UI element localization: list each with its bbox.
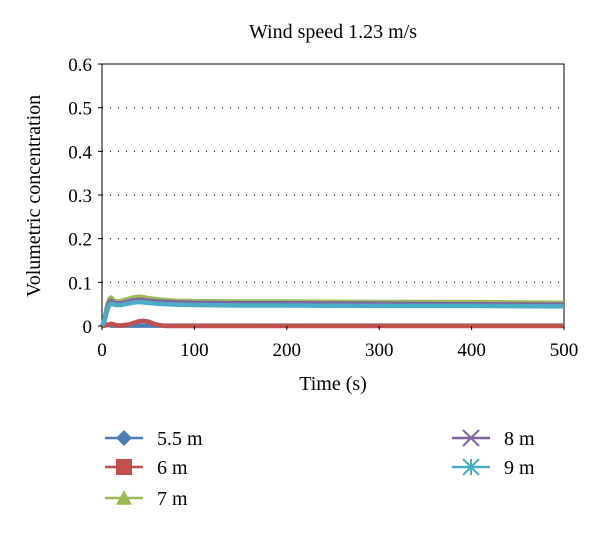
legend-label-0: 5.5 m xyxy=(157,428,203,450)
legend-marker-4 xyxy=(462,458,480,476)
x-tick-label-5: 500 xyxy=(550,340,579,361)
x-axis-ticks: 0 100 200 300 400 500 xyxy=(97,326,578,361)
chart-title: Wind speed 1.23 m/s xyxy=(249,21,417,43)
legend-item-0: 5.5 m xyxy=(105,428,203,450)
legend-label-2: 7 m xyxy=(157,488,188,510)
legend-marker-1 xyxy=(116,459,132,475)
legend: 5.5 m 6 m 7 m 8 m 9 m xyxy=(105,428,535,510)
y-tick-label-4: 0.4 xyxy=(68,142,92,163)
grid-lines xyxy=(102,107,564,283)
x-tick-label-3: 300 xyxy=(365,340,394,361)
legend-marker-0 xyxy=(116,430,132,446)
series-line-1 xyxy=(101,318,564,329)
y-tick-label-5: 0.5 xyxy=(68,99,92,120)
legend-marker-2 xyxy=(116,490,132,505)
series-line-4 xyxy=(100,299,565,328)
y-axis-title: Volumetric concentration xyxy=(23,95,45,297)
series-4 xyxy=(100,299,565,328)
x-axis-title: Time (s) xyxy=(299,373,367,395)
legend-item-4: 9 m xyxy=(452,457,535,479)
y-tick-label-6: 0.6 xyxy=(68,55,92,76)
x-tick-label-4: 400 xyxy=(457,340,486,361)
y-tick-label-0: 0 xyxy=(83,317,93,338)
legend-item-1: 6 m xyxy=(105,457,188,479)
y-tick-label-2: 0.2 xyxy=(68,230,92,251)
y-axis-ticks: 0 0.1 0.2 0.3 0.4 0.5 0.6 xyxy=(68,55,102,338)
y-tick-label-1: 0.1 xyxy=(68,273,92,294)
y-tick-label-3: 0.3 xyxy=(68,186,92,207)
series-layer xyxy=(99,294,565,329)
x-tick-label-0: 0 xyxy=(97,340,107,361)
legend-item-2: 7 m xyxy=(105,488,188,510)
x-tick-label-1: 100 xyxy=(180,340,209,361)
legend-label-4: 9 m xyxy=(504,457,535,479)
series-1 xyxy=(101,318,564,329)
legend-label-3: 8 m xyxy=(504,428,535,450)
legend-item-3: 8 m xyxy=(452,428,535,450)
legend-label-1: 6 m xyxy=(157,457,188,479)
x-tick-label-2: 200 xyxy=(273,340,302,361)
legend-marker-3 xyxy=(462,429,480,447)
